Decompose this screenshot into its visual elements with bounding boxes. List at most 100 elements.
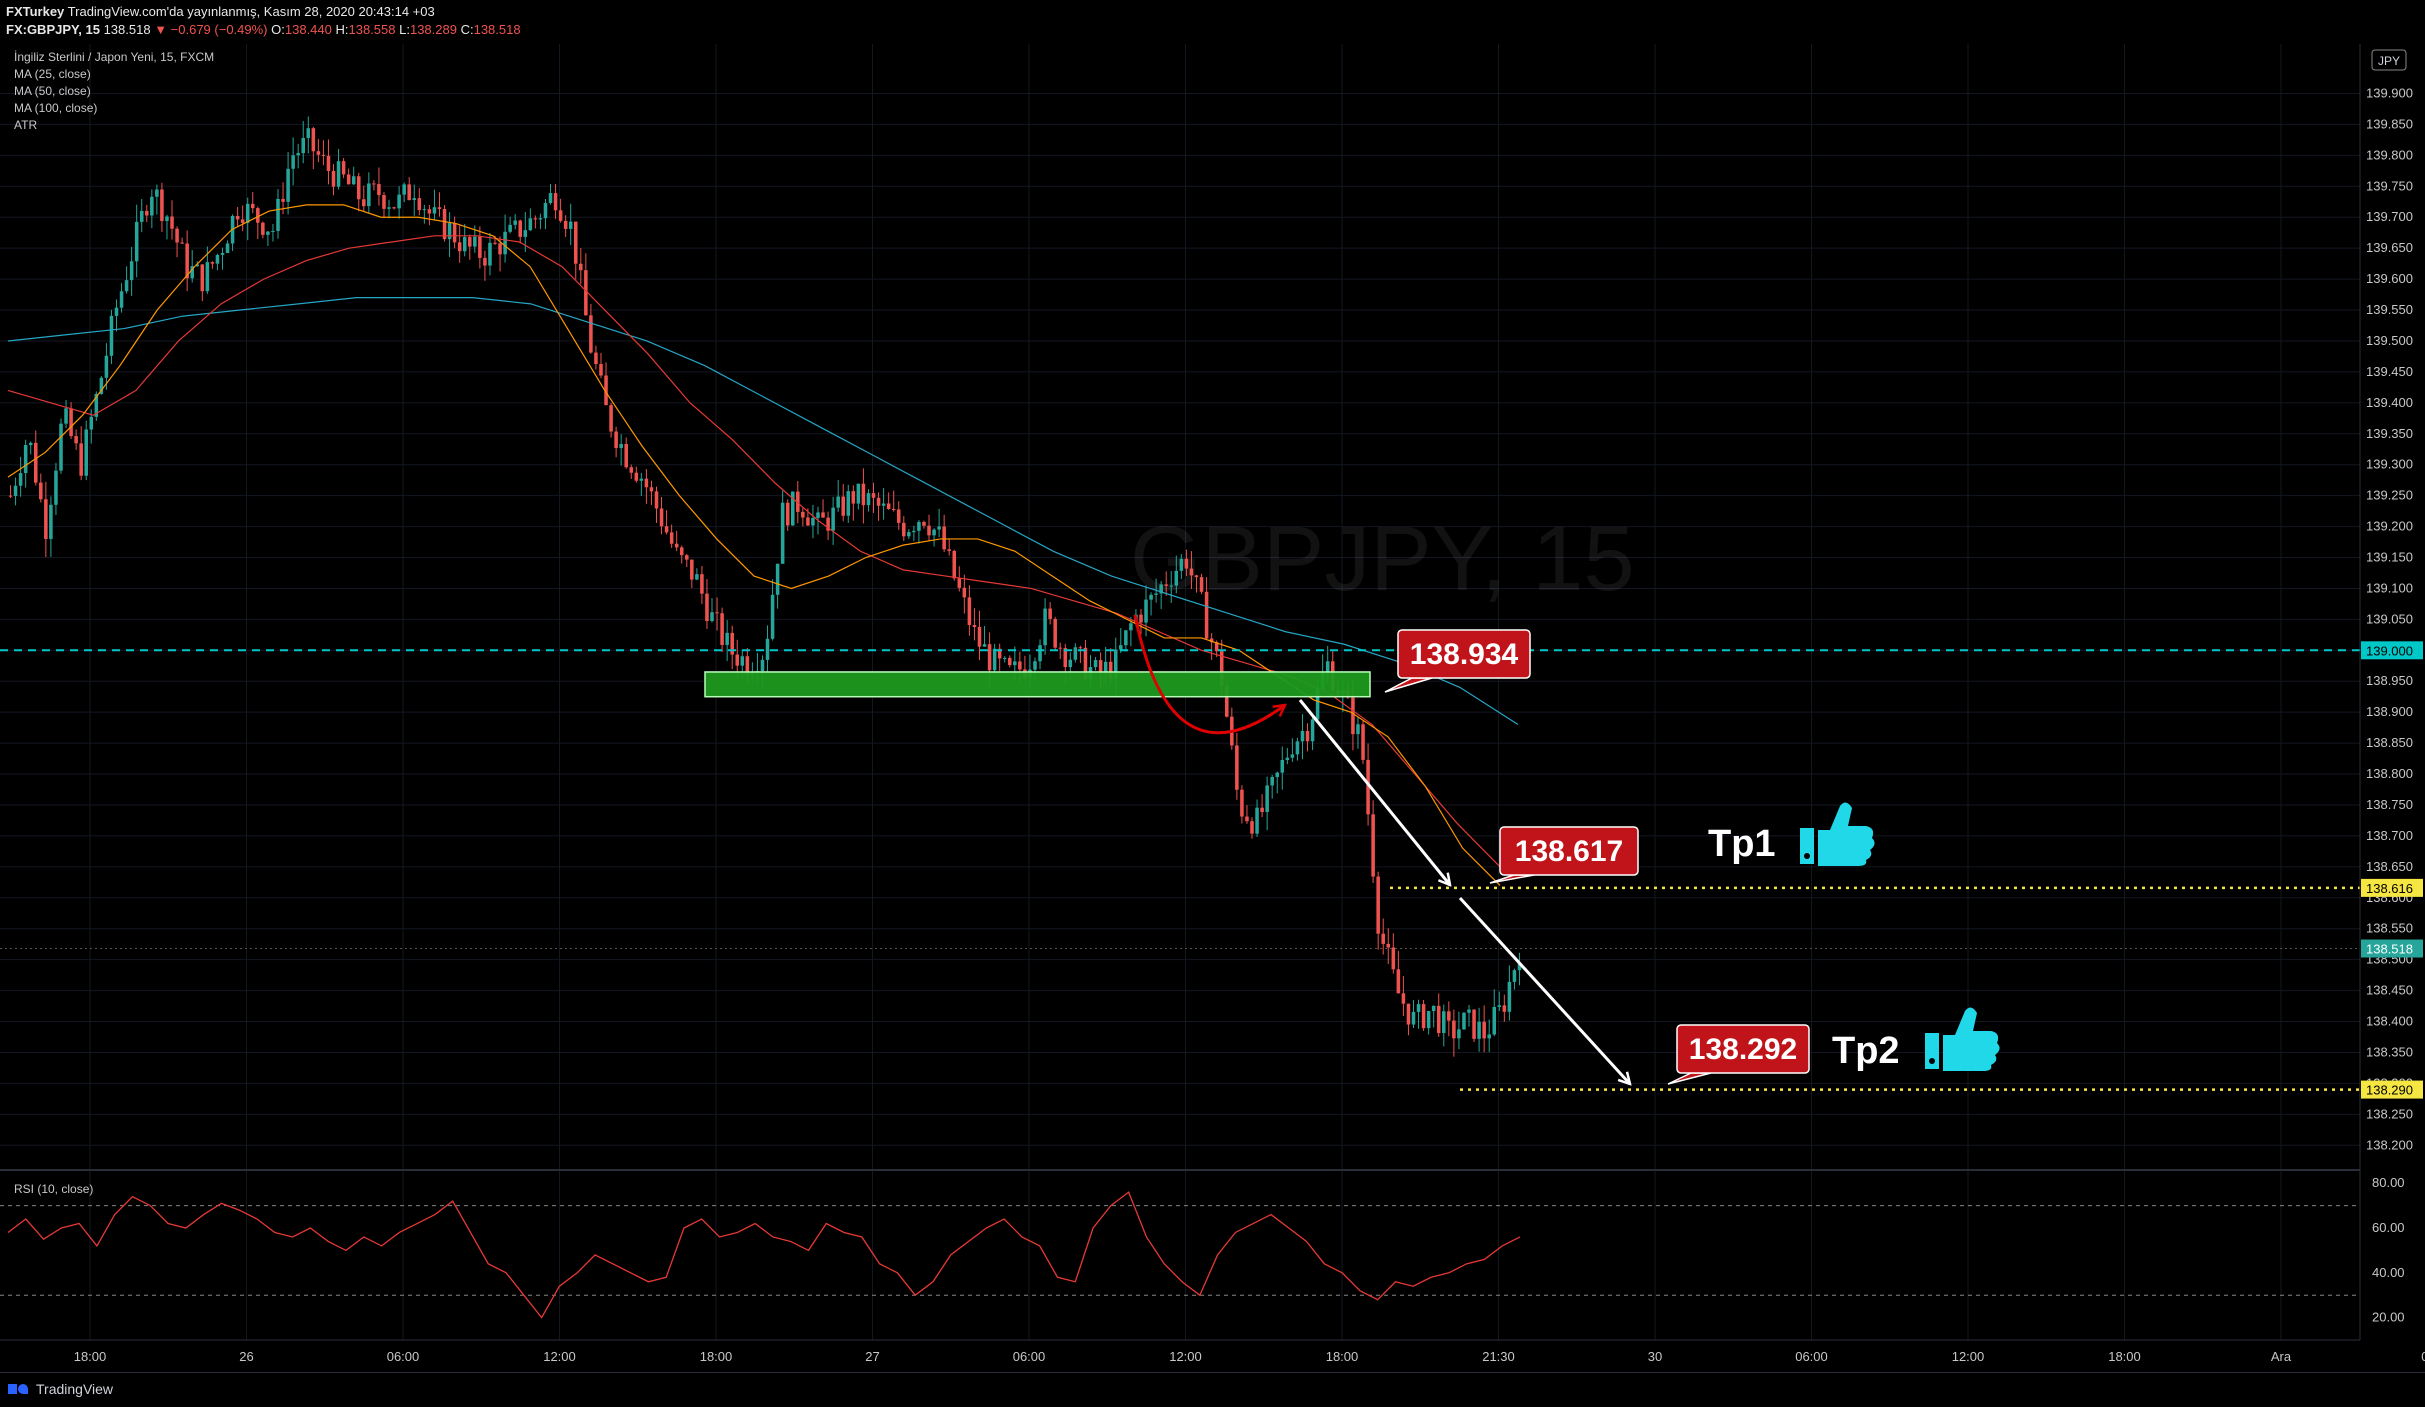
candle-body [301, 138, 305, 154]
candle-body [584, 270, 588, 316]
price-tick-label: 138.700 [2366, 828, 2413, 843]
candle-body [1295, 741, 1300, 755]
tp2-label-text: 138.292 [1689, 1033, 1797, 1066]
high-label: H: [335, 22, 349, 37]
candle-body [74, 436, 78, 444]
candle-body [518, 220, 523, 237]
support-zone [704, 671, 1371, 698]
price-tick-label: 139.500 [2366, 333, 2413, 348]
candle-body [351, 176, 356, 185]
candle-body [644, 478, 649, 488]
candle-body [1058, 647, 1062, 649]
legend-atr[interactable]: ATR [14, 118, 38, 132]
price-tick-label: 138.550 [2366, 921, 2413, 936]
legend-ma100[interactable]: MA (100, close) [14, 101, 98, 115]
candle-body [629, 467, 634, 473]
price-change: ▼ −0.679 (−0.49%) [154, 22, 268, 37]
price-tick-label: 138.350 [2366, 1044, 2413, 1059]
candle-body [1487, 1034, 1491, 1039]
candle-body [180, 242, 184, 244]
candle-body [195, 264, 200, 267]
candle-body [1063, 648, 1068, 668]
candle-body [846, 491, 851, 516]
time-tick-label: 18:00 [2108, 1349, 2141, 1364]
rsi-tick-label: 20.00 [2372, 1310, 2405, 1325]
candle-body [498, 243, 502, 255]
symbol-label[interactable]: FX:GBPJPY, 15 [6, 22, 100, 37]
candle-body [977, 626, 982, 647]
candle-body [402, 184, 406, 195]
candle-body [412, 198, 417, 201]
candle-body [1179, 558, 1184, 571]
legend-rsi[interactable]: RSI (10, close) [14, 1182, 94, 1196]
last-price: 138.518 [103, 22, 151, 37]
price-tick-label: 138.400 [2366, 1014, 2413, 1029]
candle-body [356, 176, 361, 200]
time-tick-label: 26 [239, 1349, 253, 1364]
ma50-line [7, 235, 1501, 868]
price-tick-label: 139.650 [2366, 240, 2413, 255]
price-chart[interactable]: GBPJPY, 15 138.934 138.617 138.292 Tp1 Tp2 1… [0, 0, 2425, 1372]
candle-body [442, 208, 447, 240]
candle-body [1103, 661, 1108, 674]
candle-body [1411, 1011, 1416, 1025]
candle-body [760, 659, 765, 671]
thumbs-up-icon [1800, 802, 1875, 866]
candle-body [1169, 585, 1174, 587]
candle-body [1502, 1005, 1507, 1012]
moving-averages [7, 204, 1519, 886]
time-tick-label: 12:00 [1952, 1349, 1985, 1364]
price-tick-label: 139.350 [2366, 426, 2413, 441]
legend-ma25[interactable]: MA (25, close) [14, 67, 91, 81]
candle-body [422, 209, 427, 211]
candle-body [28, 442, 33, 446]
candle-body [447, 223, 452, 240]
candle-body [1426, 1011, 1431, 1029]
legend-ma50[interactable]: MA (50, close) [14, 84, 91, 98]
candle-body [245, 203, 250, 223]
candle-body [341, 161, 346, 175]
footer: TradingView [0, 1372, 2425, 1407]
price-tick-label: 139.850 [2366, 116, 2413, 131]
candle-body [811, 517, 815, 526]
candle-body [362, 199, 366, 207]
candle-body [705, 593, 709, 621]
author-name[interactable]: FXTurkey [6, 4, 65, 19]
candle-body [831, 507, 835, 531]
candle-body [912, 530, 916, 533]
price-tick-label: 138.850 [2366, 735, 2413, 750]
candle-body [664, 526, 669, 533]
candle-body [720, 613, 724, 645]
close-value: 138.518 [473, 22, 521, 37]
candle-body [775, 563, 780, 595]
time-axis[interactable]: 18:00 26 06:00 12:00 18:00 27 06:00 12:00 18:00 2… [0, 1339, 2425, 1372]
candle-body [296, 153, 300, 156]
candle-body [876, 497, 881, 506]
rsi-line [7, 1191, 1521, 1319]
annotations: 138.934 138.617 138.292 Tp1 Tp2 [1133, 614, 2000, 1084]
candle-body [271, 230, 275, 232]
candle-body [129, 261, 134, 281]
rsi-tick-label: 60.00 [2372, 1220, 2405, 1235]
candle-body [346, 174, 351, 185]
candle-body [589, 315, 593, 353]
tradingview-logo-icon [8, 1382, 30, 1396]
candle-body [1219, 651, 1224, 686]
candle-body [190, 266, 194, 279]
candle-body [478, 236, 482, 258]
candle-body [1073, 647, 1078, 660]
candle-body [599, 363, 603, 376]
candle-body [765, 638, 770, 660]
candle-body [1240, 789, 1244, 817]
price-axis[interactable]: 139.900 139.850 139.800 139.750 139.700 139.6… [2359, 44, 2425, 1340]
candle-body [1421, 1004, 1426, 1029]
price-tick-label: 139.600 [2366, 271, 2413, 286]
candle-body [220, 253, 225, 255]
candle-body [826, 517, 830, 531]
time-tick-label: 06:00 [387, 1349, 420, 1364]
candle-body [1275, 772, 1280, 778]
price-tag-139-bg [2361, 641, 2423, 660]
brand[interactable]: TradingView [8, 1381, 113, 1397]
candle-body [987, 644, 992, 671]
time-tick-label: 12:00 [1169, 1349, 1202, 1364]
